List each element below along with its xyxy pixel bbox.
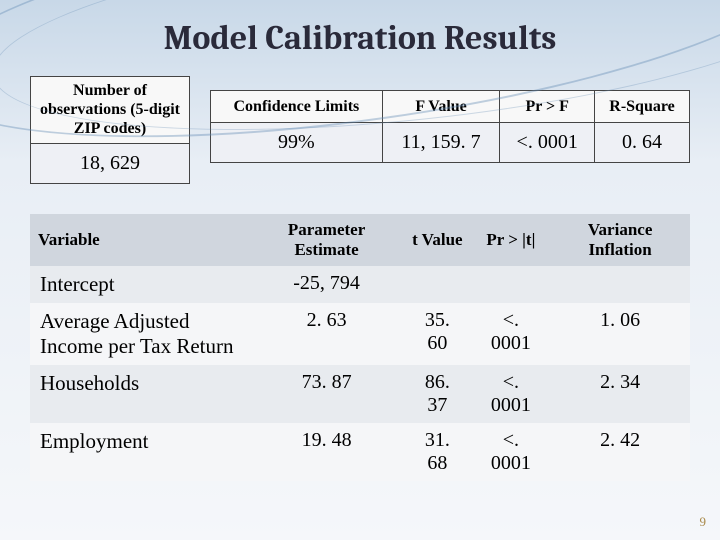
observations-value: 18, 629 — [31, 143, 190, 183]
table-row: Intercept -25, 794 — [30, 266, 690, 303]
main-col-t: t Value — [403, 214, 471, 267]
cell-p: <. 0001 — [472, 423, 551, 481]
slide-number: 9 — [700, 514, 707, 530]
cell-pe: 73. 87 — [250, 365, 403, 423]
cell-pe: 19. 48 — [250, 423, 403, 481]
cell-pe: -25, 794 — [250, 266, 403, 303]
stats-col-prf: Pr > F — [500, 91, 595, 123]
cell-variable: Households — [30, 365, 250, 423]
stats-col-fvalue: F Value — [382, 91, 500, 123]
stats-col-rsquare: R-Square — [595, 91, 690, 123]
stats-col-confidence: Confidence Limits — [211, 91, 383, 123]
observations-table: Number of observations (5-digit ZIP code… — [30, 76, 190, 184]
table-row: Employment 19. 48 31. 68 <. 0001 2. 42 — [30, 423, 690, 481]
cell-p: <. 0001 — [472, 365, 551, 423]
main-col-variable: Variable — [30, 214, 250, 267]
stats-val-confidence: 99% — [211, 123, 383, 163]
cell-pe: 2. 63 — [250, 303, 403, 365]
main-col-p: Pr > |t| — [472, 214, 551, 267]
cell-variable: Average Adjusted Income per Tax Return — [30, 303, 250, 365]
stats-val-prf: <. 0001 — [500, 123, 595, 163]
cell-p: <. 0001 — [472, 303, 551, 365]
cell-vif: 2. 42 — [550, 423, 690, 481]
cell-t: 35. 60 — [403, 303, 471, 365]
main-col-pe: Parameter Estimate — [250, 214, 403, 267]
cell-t: 31. 68 — [403, 423, 471, 481]
cell-variable: Employment — [30, 423, 250, 481]
content-area: Number of observations (5-digit ZIP code… — [0, 58, 720, 481]
cell-variable: Intercept — [30, 266, 250, 303]
observations-header: Number of observations (5-digit ZIP code… — [31, 77, 190, 144]
page-title: Model Calibration Results — [0, 0, 720, 58]
cell-vif — [550, 266, 690, 303]
observations-box: Number of observations (5-digit ZIP code… — [30, 76, 190, 184]
stats-box: Confidence Limits F Value Pr > F R-Squar… — [210, 76, 690, 163]
cell-vif: 1. 06 — [550, 303, 690, 365]
top-row: Number of observations (5-digit ZIP code… — [30, 76, 690, 184]
table-row: Households 73. 87 86. 37 <. 0001 2. 34 — [30, 365, 690, 423]
stats-val-fvalue: 11, 159. 7 — [382, 123, 500, 163]
table-row: Average Adjusted Income per Tax Return 2… — [30, 303, 690, 365]
main-table: Variable Parameter Estimate t Value Pr >… — [30, 214, 690, 482]
cell-p — [472, 266, 551, 303]
main-col-vif: Variance Inflation — [550, 214, 690, 267]
stats-table: Confidence Limits F Value Pr > F R-Squar… — [210, 90, 690, 163]
stats-val-rsquare: 0. 64 — [595, 123, 690, 163]
cell-t — [403, 266, 471, 303]
cell-vif: 2. 34 — [550, 365, 690, 423]
cell-t: 86. 37 — [403, 365, 471, 423]
